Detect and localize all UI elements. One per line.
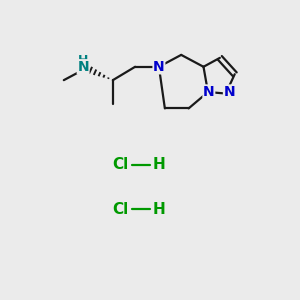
Text: N: N [77,60,89,74]
Text: N: N [153,60,165,74]
Text: H: H [78,54,88,67]
Text: Cl: Cl [112,202,128,217]
Text: N: N [224,85,235,99]
Text: H: H [152,158,165,172]
Text: N: N [203,85,215,99]
Text: Cl: Cl [112,158,128,172]
Text: H: H [152,202,165,217]
